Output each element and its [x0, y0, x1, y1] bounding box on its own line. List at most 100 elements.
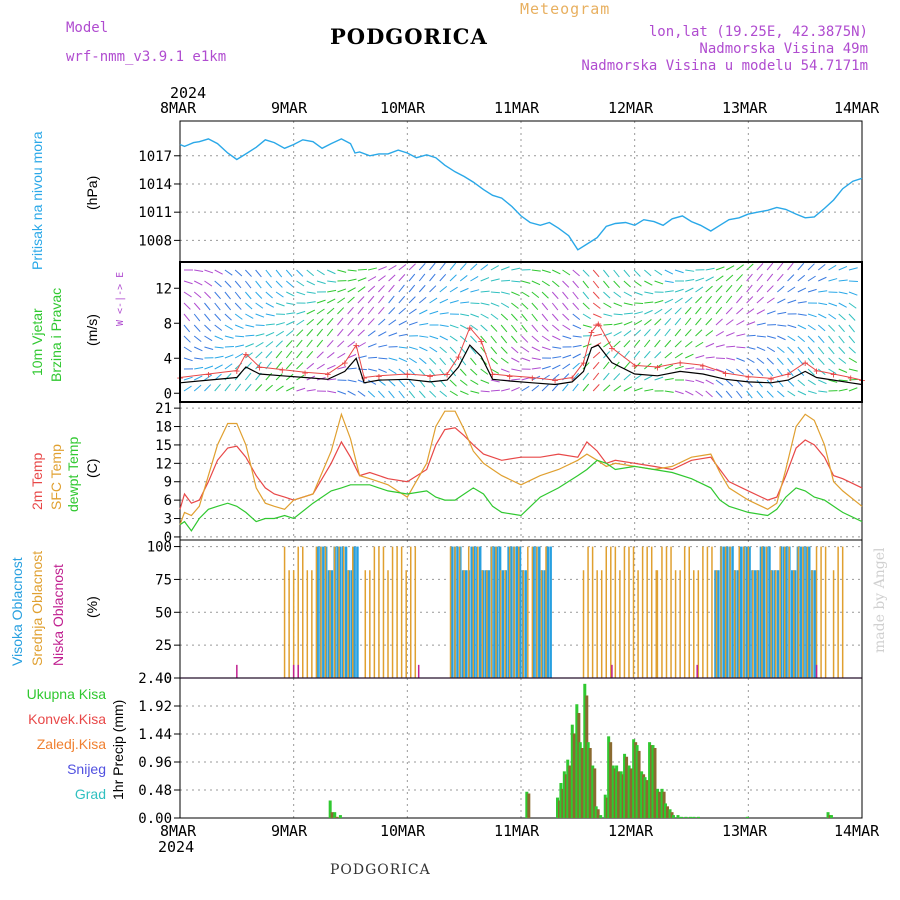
wind-barb [807, 288, 817, 293]
wind-barb [807, 335, 815, 343]
cloud-high-bar [725, 546, 729, 678]
wind-barb [500, 266, 510, 271]
wind-barb [541, 291, 549, 299]
wind-barb [490, 368, 499, 374]
precip-total-bar [603, 794, 607, 818]
wind-barb [776, 357, 784, 366]
wind-barb [521, 280, 531, 284]
wind-barb [418, 368, 426, 377]
bottom-date-4: 12MAR [608, 822, 654, 840]
bottom-date-1: 9MAR [271, 822, 308, 840]
wind-barb [674, 269, 684, 274]
wind-gust-line [179, 322, 863, 381]
wind-barb [470, 324, 479, 331]
wind-barb [736, 346, 746, 349]
wind-barb [327, 378, 337, 381]
precip-total-bar [696, 816, 700, 818]
wind-barb [204, 313, 211, 322]
wind-barb [480, 368, 489, 375]
wind-barb [234, 383, 242, 392]
wind-barb [449, 368, 457, 377]
wind-barb [705, 330, 714, 337]
wind-barb [511, 346, 519, 354]
wind-barb [551, 373, 560, 381]
cloud-high-bar [546, 546, 550, 678]
precip-total-bar [566, 759, 570, 818]
wind-barb [388, 274, 396, 282]
wind-barb [183, 376, 193, 381]
wind-barb [327, 280, 337, 283]
wind-barb [623, 291, 633, 297]
wind-barb [480, 277, 490, 282]
wind-barb [551, 313, 559, 322]
wind-barb [337, 390, 347, 395]
precip-total-bar [556, 797, 560, 818]
wind-barb [234, 280, 242, 289]
wind-barb [838, 368, 848, 373]
wind-barb [664, 280, 674, 284]
wind-barb [265, 331, 275, 337]
wind-barb [777, 298, 786, 304]
wind-barb [490, 313, 499, 320]
wind-barb [439, 273, 447, 282]
wind-barb [388, 357, 398, 361]
wind-barb [429, 285, 437, 293]
wind-barb [306, 362, 315, 370]
precip-ytick-label: 2.40 [138, 671, 172, 687]
wind-barb [234, 291, 242, 300]
wind-barb [848, 335, 856, 344]
precip-total-bar [328, 800, 332, 818]
wind-barb [603, 291, 611, 299]
wind-barb [541, 324, 549, 332]
wind-barb [592, 351, 601, 359]
model-name: wrf-nmm_v3.9.1 e1km [66, 49, 227, 65]
wind-barb [306, 389, 316, 392]
wind-barb [306, 301, 316, 304]
wind-barb [214, 346, 224, 349]
wind-barb [316, 363, 325, 370]
wind-gust-marker: + [609, 342, 616, 355]
wind-barb [275, 269, 283, 278]
wind-barb [388, 307, 396, 315]
wind-barb [838, 324, 845, 333]
cloud-high-bar [330, 570, 334, 678]
wind-barb [797, 335, 806, 343]
precip-total-bar [615, 765, 619, 818]
wind-barb [787, 390, 796, 397]
wind-barb [521, 346, 530, 353]
wind-barb [480, 324, 488, 332]
wind-barb [848, 302, 857, 309]
wind-barb [418, 273, 426, 282]
wind-barb [275, 373, 283, 381]
pressure-ytick-label: 1008 [138, 233, 172, 249]
wind-barb [685, 353, 694, 359]
wind-gust-marker: + [506, 370, 513, 383]
wind-gust-marker: + [427, 370, 434, 383]
wind-barb [715, 306, 723, 315]
wind-barb [347, 287, 356, 293]
wind-barb [613, 302, 623, 307]
wind-barb [398, 307, 406, 315]
wind-barb [838, 379, 848, 382]
wind-barb [357, 329, 365, 337]
precip-total-bar [635, 745, 639, 818]
wind-barb [633, 339, 641, 348]
wind-barb [204, 365, 214, 370]
wind-barb [644, 388, 654, 392]
wind-barb [439, 390, 448, 398]
temp-series-dewpt [179, 459, 863, 532]
wind-barb [296, 319, 305, 326]
wind-barb [398, 333, 408, 337]
pressure-ytick-label: 1017 [138, 149, 172, 165]
bottom-date-5: 13MAR [722, 822, 768, 840]
wind-barb [736, 357, 745, 362]
precip-ytick-label: 1.92 [138, 699, 172, 715]
wind-barb [511, 291, 520, 296]
wind-barb [418, 262, 426, 271]
wind-barb [664, 298, 674, 304]
wind-barb [480, 290, 490, 293]
wind-barb [777, 390, 785, 398]
wind-barb [500, 357, 509, 364]
cloud-ytick-label: 25 [155, 638, 172, 654]
wind-barb [777, 346, 785, 354]
